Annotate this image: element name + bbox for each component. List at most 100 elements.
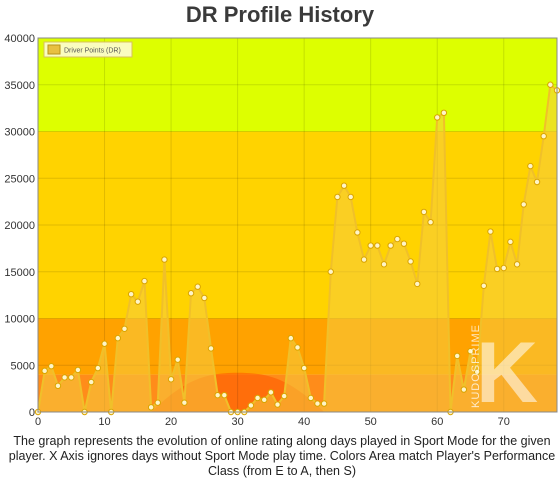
data-point[interactable] — [513, 261, 521, 268]
data-point[interactable] — [294, 344, 301, 351]
data-point[interactable] — [74, 366, 82, 374]
y-tick-label: 25000 — [4, 173, 35, 185]
y-tick-label: 30000 — [4, 127, 35, 139]
data-point[interactable] — [400, 240, 408, 247]
data-point[interactable] — [68, 374, 75, 381]
data-point[interactable] — [453, 352, 461, 360]
data-point[interactable] — [48, 362, 55, 370]
data-point[interactable] — [187, 290, 195, 297]
y-tick-label: 35000 — [4, 80, 35, 92]
data-point[interactable] — [320, 400, 328, 407]
data-point[interactable] — [121, 325, 128, 332]
plot-frame — [37, 37, 558, 413]
data-point[interactable] — [247, 402, 255, 409]
y-tick-label: 10000 — [4, 314, 35, 326]
data-point[interactable] — [167, 376, 175, 383]
data-point[interactable] — [161, 256, 168, 263]
x-tick-label: 40 — [298, 416, 310, 428]
data-point[interactable] — [547, 81, 554, 88]
data-point[interactable] — [194, 283, 201, 290]
data-point[interactable] — [101, 340, 108, 347]
data-point[interactable] — [280, 392, 288, 400]
data-point[interactable] — [460, 386, 468, 393]
data-point[interactable] — [354, 229, 361, 236]
x-tick-label: 50 — [365, 416, 377, 428]
data-point[interactable] — [334, 193, 341, 201]
x-tick-label: 60 — [431, 416, 443, 428]
data-point[interactable] — [314, 400, 321, 407]
data-point[interactable] — [207, 345, 215, 352]
x-tick-label: 30 — [231, 416, 243, 428]
data-point[interactable] — [300, 364, 308, 372]
data-point[interactable] — [141, 277, 148, 285]
performance-band-2 — [38, 131, 557, 319]
data-point[interactable] — [434, 114, 441, 121]
x-tick-label: 70 — [498, 416, 510, 428]
data-point[interactable] — [267, 389, 275, 396]
data-point[interactable] — [374, 242, 381, 249]
y-tick-label: 5000 — [11, 360, 35, 372]
legend-box — [43, 41, 133, 58]
data-point[interactable] — [414, 280, 421, 288]
data-point[interactable] — [440, 109, 448, 117]
data-point[interactable] — [347, 193, 354, 201]
data-point[interactable] — [493, 265, 501, 273]
data-point[interactable] — [154, 399, 161, 406]
y-tick-label: 20000 — [4, 220, 35, 232]
chart-caption: The graph represents the evolution of on… — [8, 434, 556, 478]
data-point[interactable] — [394, 235, 401, 243]
data-point[interactable] — [54, 382, 62, 390]
data-point[interactable] — [500, 264, 507, 272]
y-tick-label: 40000 — [4, 33, 35, 45]
data-point[interactable] — [221, 391, 228, 399]
data-point[interactable] — [327, 268, 334, 275]
data-point[interactable] — [127, 290, 135, 298]
data-point[interactable] — [487, 228, 494, 235]
data-point[interactable] — [387, 242, 394, 249]
data-point[interactable] — [467, 348, 474, 355]
data-point[interactable] — [427, 218, 434, 226]
data-point[interactable] — [307, 394, 315, 402]
data-point[interactable] — [181, 399, 188, 406]
data-point[interactable] — [61, 374, 68, 381]
x-tick-label: 20 — [165, 416, 177, 428]
data-point[interactable] — [540, 132, 547, 140]
data-point[interactable] — [274, 401, 281, 408]
watermark-text: KUDOSPRIME — [470, 324, 482, 408]
legend-label: Driver Points (DR) — [64, 48, 121, 55]
data-point[interactable] — [147, 404, 155, 411]
data-point[interactable] — [94, 364, 102, 372]
data-point[interactable] — [287, 334, 295, 342]
data-point[interactable] — [533, 178, 541, 186]
data-point[interactable] — [201, 294, 208, 302]
data-point[interactable] — [214, 391, 221, 399]
data-point[interactable] — [420, 208, 428, 216]
x-tick-label: 10 — [98, 416, 110, 428]
x-tick-label: 0 — [35, 416, 41, 428]
data-point[interactable] — [480, 282, 488, 289]
data-point[interactable] — [114, 334, 122, 342]
legend[interactable]: Driver Points (DR) — [43, 41, 133, 58]
data-point[interactable] — [254, 394, 261, 402]
data-point[interactable] — [134, 298, 142, 305]
data-point[interactable] — [407, 258, 414, 265]
data-point[interactable] — [367, 242, 374, 249]
data-point[interactable] — [261, 396, 268, 404]
data-point[interactable] — [527, 162, 534, 170]
watermark-logo-letter: K — [476, 325, 538, 421]
data-point[interactable] — [473, 368, 481, 375]
y-tick-label: 0 — [29, 407, 35, 419]
data-point[interactable] — [360, 256, 368, 263]
data-point[interactable] — [380, 261, 388, 268]
data-point[interactable] — [520, 201, 527, 208]
data-point[interactable] — [174, 356, 181, 363]
data-point[interactable] — [41, 367, 48, 375]
data-point[interactable] — [507, 238, 514, 246]
data-point[interactable] — [340, 182, 348, 189]
legend-swatch — [47, 44, 61, 55]
chart-title: DR Profile History — [185, 2, 375, 27]
data-point[interactable] — [88, 378, 95, 386]
y-tick-label: 15000 — [4, 267, 35, 279]
